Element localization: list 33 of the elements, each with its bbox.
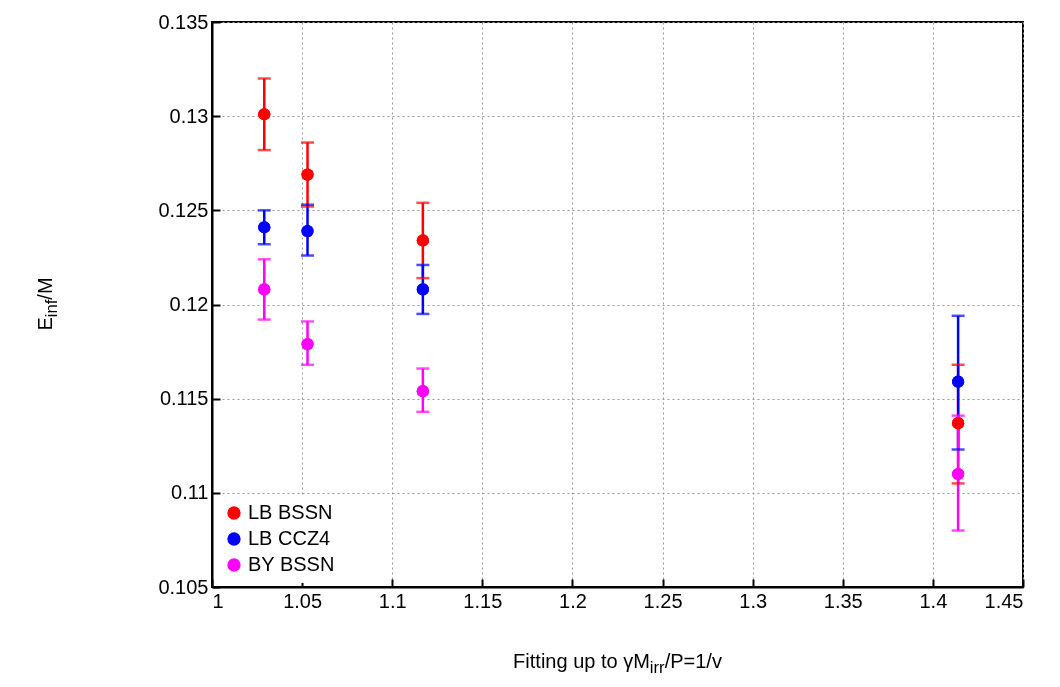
- point: [301, 337, 314, 351]
- x-tick-label: 1.2: [559, 589, 587, 612]
- x-tick-label: 1.05: [283, 589, 323, 612]
- x-tick-label: 1.3: [739, 589, 768, 612]
- y-tick-label: 0.115: [159, 387, 209, 410]
- point: [258, 108, 271, 121]
- y-tick-label: 0.105: [158, 575, 209, 598]
- y-tick-label: 0.12: [169, 293, 209, 315]
- y-tick-label: 0.13: [169, 104, 209, 127]
- point: [416, 234, 429, 247]
- y-tick-label: 0.11: [171, 481, 209, 504]
- point: [416, 385, 429, 398]
- legend-label: BY BSSN: [248, 553, 335, 575]
- x-axis-title: Fitting up to γM$_{irr}$/P=1/v: [512, 650, 723, 678]
- point: [301, 168, 314, 181]
- point: [258, 283, 271, 296]
- x-tick-label: 1.45: [984, 589, 1024, 612]
- x-tick-label: 1.15: [463, 589, 503, 612]
- x-tick-label: 1.35: [823, 589, 863, 612]
- point: [952, 375, 965, 388]
- x-tick-label: 1.1: [378, 589, 407, 612]
- legend-label: LB CCZ4: [248, 527, 331, 549]
- point: [301, 224, 314, 238]
- point: [952, 417, 965, 430]
- point: [416, 283, 429, 296]
- y-tick-label: 0.125: [158, 198, 209, 221]
- x-tick-label: 1.25: [643, 589, 683, 612]
- legend-label: LB BSSN: [248, 501, 333, 523]
- x-tick-label: 1: [212, 589, 224, 612]
- point: [258, 221, 271, 234]
- y-tick-label: 0.135: [158, 10, 209, 33]
- point: [952, 467, 965, 481]
- x-tick-label: 1.4: [919, 589, 948, 612]
